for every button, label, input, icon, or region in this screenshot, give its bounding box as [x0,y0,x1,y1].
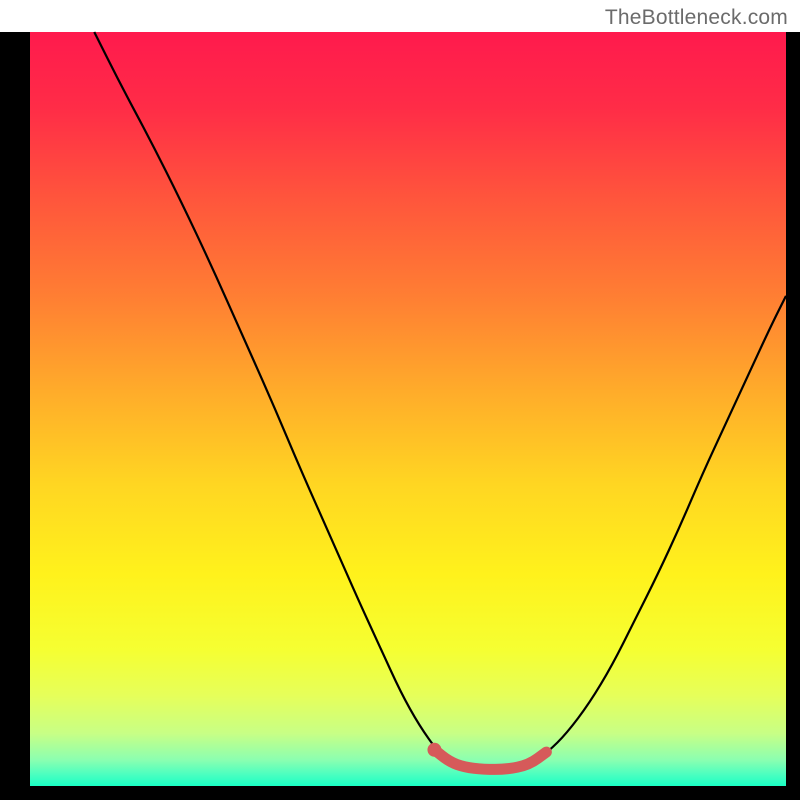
chart-container: TheBottleneck.com [0,0,800,800]
chart-svg [0,0,800,800]
watermark-text: TheBottleneck.com [605,6,788,30]
